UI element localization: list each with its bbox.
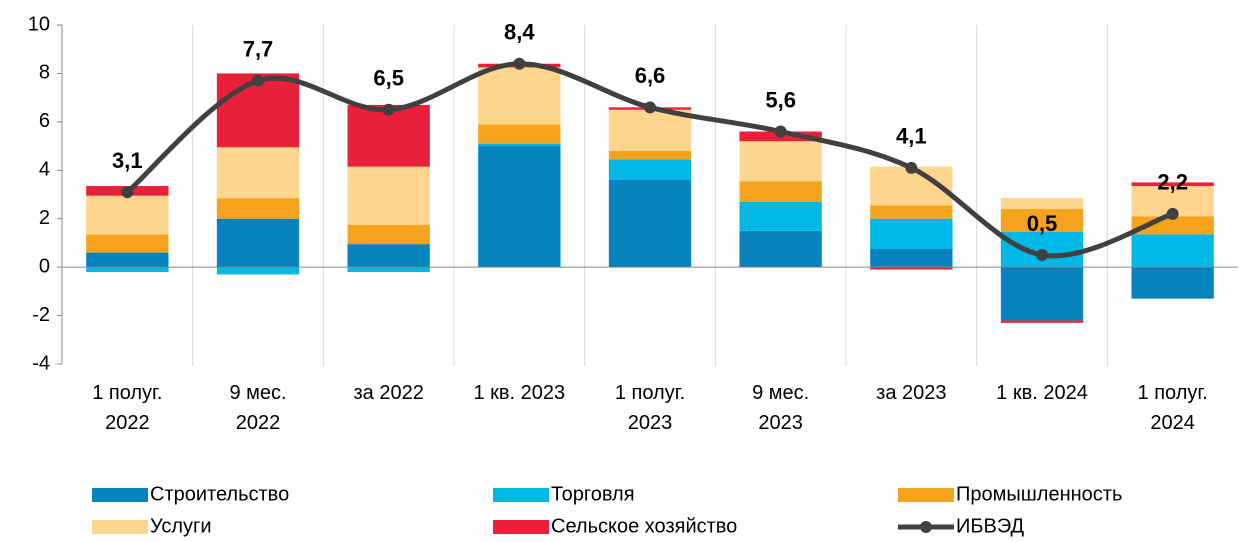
bar-segment: [1131, 267, 1214, 299]
data-label: 7,7: [243, 37, 274, 62]
bar-segment: [1000, 198, 1084, 210]
y-tick-label: 6: [39, 110, 50, 132]
x-tick-label: 1 полуг. 2023: [614, 382, 686, 434]
legend-swatch: [92, 520, 148, 534]
x-tick-label: 1 полуг. 2022: [92, 382, 163, 434]
data-label: 3,1: [112, 148, 143, 173]
bar-segment: [870, 218, 953, 249]
x-tick-label: за 2023: [876, 382, 947, 404]
data-label: 4,1: [896, 124, 927, 149]
bar-segment: [870, 205, 953, 219]
line-marker: [121, 186, 134, 199]
legend-label: Промышленность: [956, 483, 1122, 505]
legend-swatch: [920, 521, 932, 533]
legend-label: Строительство: [150, 483, 289, 505]
data-label: 0,5: [1027, 211, 1058, 236]
bar-segment: [478, 124, 561, 144]
legend-label: Сельское хозяйство: [551, 515, 737, 537]
bar-segment: [216, 198, 300, 219]
x-tick-label: 9 мес. 2023: [752, 382, 810, 434]
bar-segment: [739, 230, 822, 268]
bar-segment: [86, 252, 169, 268]
data-label: 8,4: [504, 20, 535, 45]
line-marker: [513, 57, 526, 70]
line-marker: [382, 103, 395, 116]
bar-segment: [347, 244, 430, 268]
bar-segment: [608, 109, 692, 151]
bar-segment: [86, 267, 169, 272]
bar-segment: [1000, 209, 1084, 233]
data-label: 5,6: [765, 87, 796, 112]
bar-segment: [870, 248, 953, 268]
legend-swatch: [92, 488, 148, 502]
legend-label: Услуги: [150, 515, 212, 537]
legend-label: Торговля: [551, 483, 635, 505]
bar-segment: [347, 267, 430, 272]
bar-segment: [608, 150, 692, 160]
bar-segment: [86, 195, 169, 235]
bar-segment: [608, 179, 692, 268]
bar-segment: [216, 147, 300, 199]
bar-segment: [739, 141, 822, 182]
bar-segment: [86, 234, 169, 253]
line-marker: [774, 125, 787, 138]
data-label: 6,6: [635, 63, 666, 88]
bar-segment: [1131, 182, 1214, 187]
bar-segment: [739, 181, 822, 202]
bar-segment: [347, 224, 430, 245]
y-tick-label: 8: [39, 62, 50, 84]
x-tick-label: 1 полуг. 2024: [1137, 382, 1208, 434]
bar-segment: [216, 267, 300, 275]
line-marker: [1166, 207, 1179, 220]
y-tick-label: 10: [28, 13, 50, 35]
line-marker: [252, 74, 264, 87]
y-tick-label: -2: [32, 304, 50, 326]
line-marker: [905, 161, 918, 174]
y-tick-label: 0: [39, 255, 50, 277]
bar-segment: [1000, 267, 1084, 321]
x-tick-label: 1 кв. 2023: [473, 382, 566, 404]
line-marker: [1036, 249, 1048, 262]
legend-swatch: [493, 488, 549, 502]
bar-segment: [347, 166, 430, 225]
y-tick-label: 2: [39, 207, 50, 229]
legend-swatch: [493, 520, 549, 534]
bar-segment: [608, 159, 692, 180]
bar-segment: [478, 146, 561, 268]
data-label: 2,2: [1157, 170, 1188, 195]
legend-label: ИБВЭД: [956, 515, 1025, 537]
x-tick-label: за 2022: [353, 382, 424, 404]
bar-segment: [1000, 320, 1084, 323]
bar-segment: [870, 267, 953, 270]
x-tick-label: 9 мес. 2022: [229, 382, 287, 434]
bar-segment: [739, 201, 822, 231]
y-tick-label: -4: [32, 352, 50, 374]
legend-swatch: [898, 488, 954, 502]
bar-segment: [478, 67, 561, 125]
data-label: 6,5: [373, 66, 404, 91]
bar-segment: [216, 218, 300, 268]
line-marker: [644, 101, 656, 114]
bar-segment: [478, 143, 561, 147]
bar-segment: [1131, 234, 1214, 268]
y-tick-label: 4: [39, 159, 50, 181]
x-tick-label: 1 кв. 2024: [996, 382, 1088, 404]
